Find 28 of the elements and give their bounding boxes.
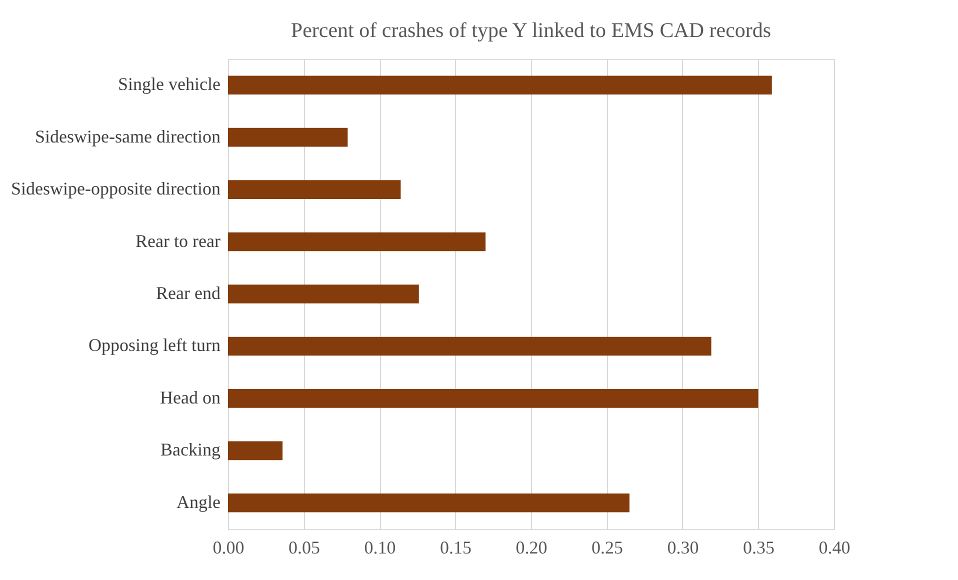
x-tick-label: 0.30 xyxy=(667,538,699,558)
bar xyxy=(228,336,712,356)
y-tick-label: Rear to rear xyxy=(136,230,220,251)
bar xyxy=(228,389,758,408)
y-tick-label: Opposing left turn xyxy=(88,335,220,356)
y-tick-label: Rear end xyxy=(156,283,220,303)
bar xyxy=(228,180,401,199)
bar xyxy=(228,232,486,252)
x-tick-label: 0.20 xyxy=(516,538,548,558)
y-tick-label: Sideswipe-opposite direction xyxy=(11,178,220,199)
x-tick-label: 0.35 xyxy=(743,538,774,558)
x-tick-label: 0.05 xyxy=(288,538,320,558)
y-tick-label: Sideswipe-same direction xyxy=(35,126,220,146)
bar xyxy=(228,493,630,512)
x-tick-label: 0.15 xyxy=(440,538,472,558)
x-tick-label: 0.25 xyxy=(592,538,623,558)
y-tick-label: Backing xyxy=(160,440,220,460)
x-tick-label: 0.00 xyxy=(212,538,244,558)
bar xyxy=(228,76,772,95)
y-tick-label: Angle xyxy=(176,492,220,512)
chart-title: Percent of crashes of type Y linked to EMS CAD records xyxy=(290,18,772,42)
y-tick-label: Head on xyxy=(160,387,220,408)
bar xyxy=(228,441,283,460)
bar xyxy=(228,128,348,147)
bar xyxy=(228,284,419,304)
x-tick-label: 0.10 xyxy=(364,538,396,558)
y-tick-label: Single vehicle xyxy=(118,74,220,94)
x-tick-label: 0.40 xyxy=(818,538,850,558)
